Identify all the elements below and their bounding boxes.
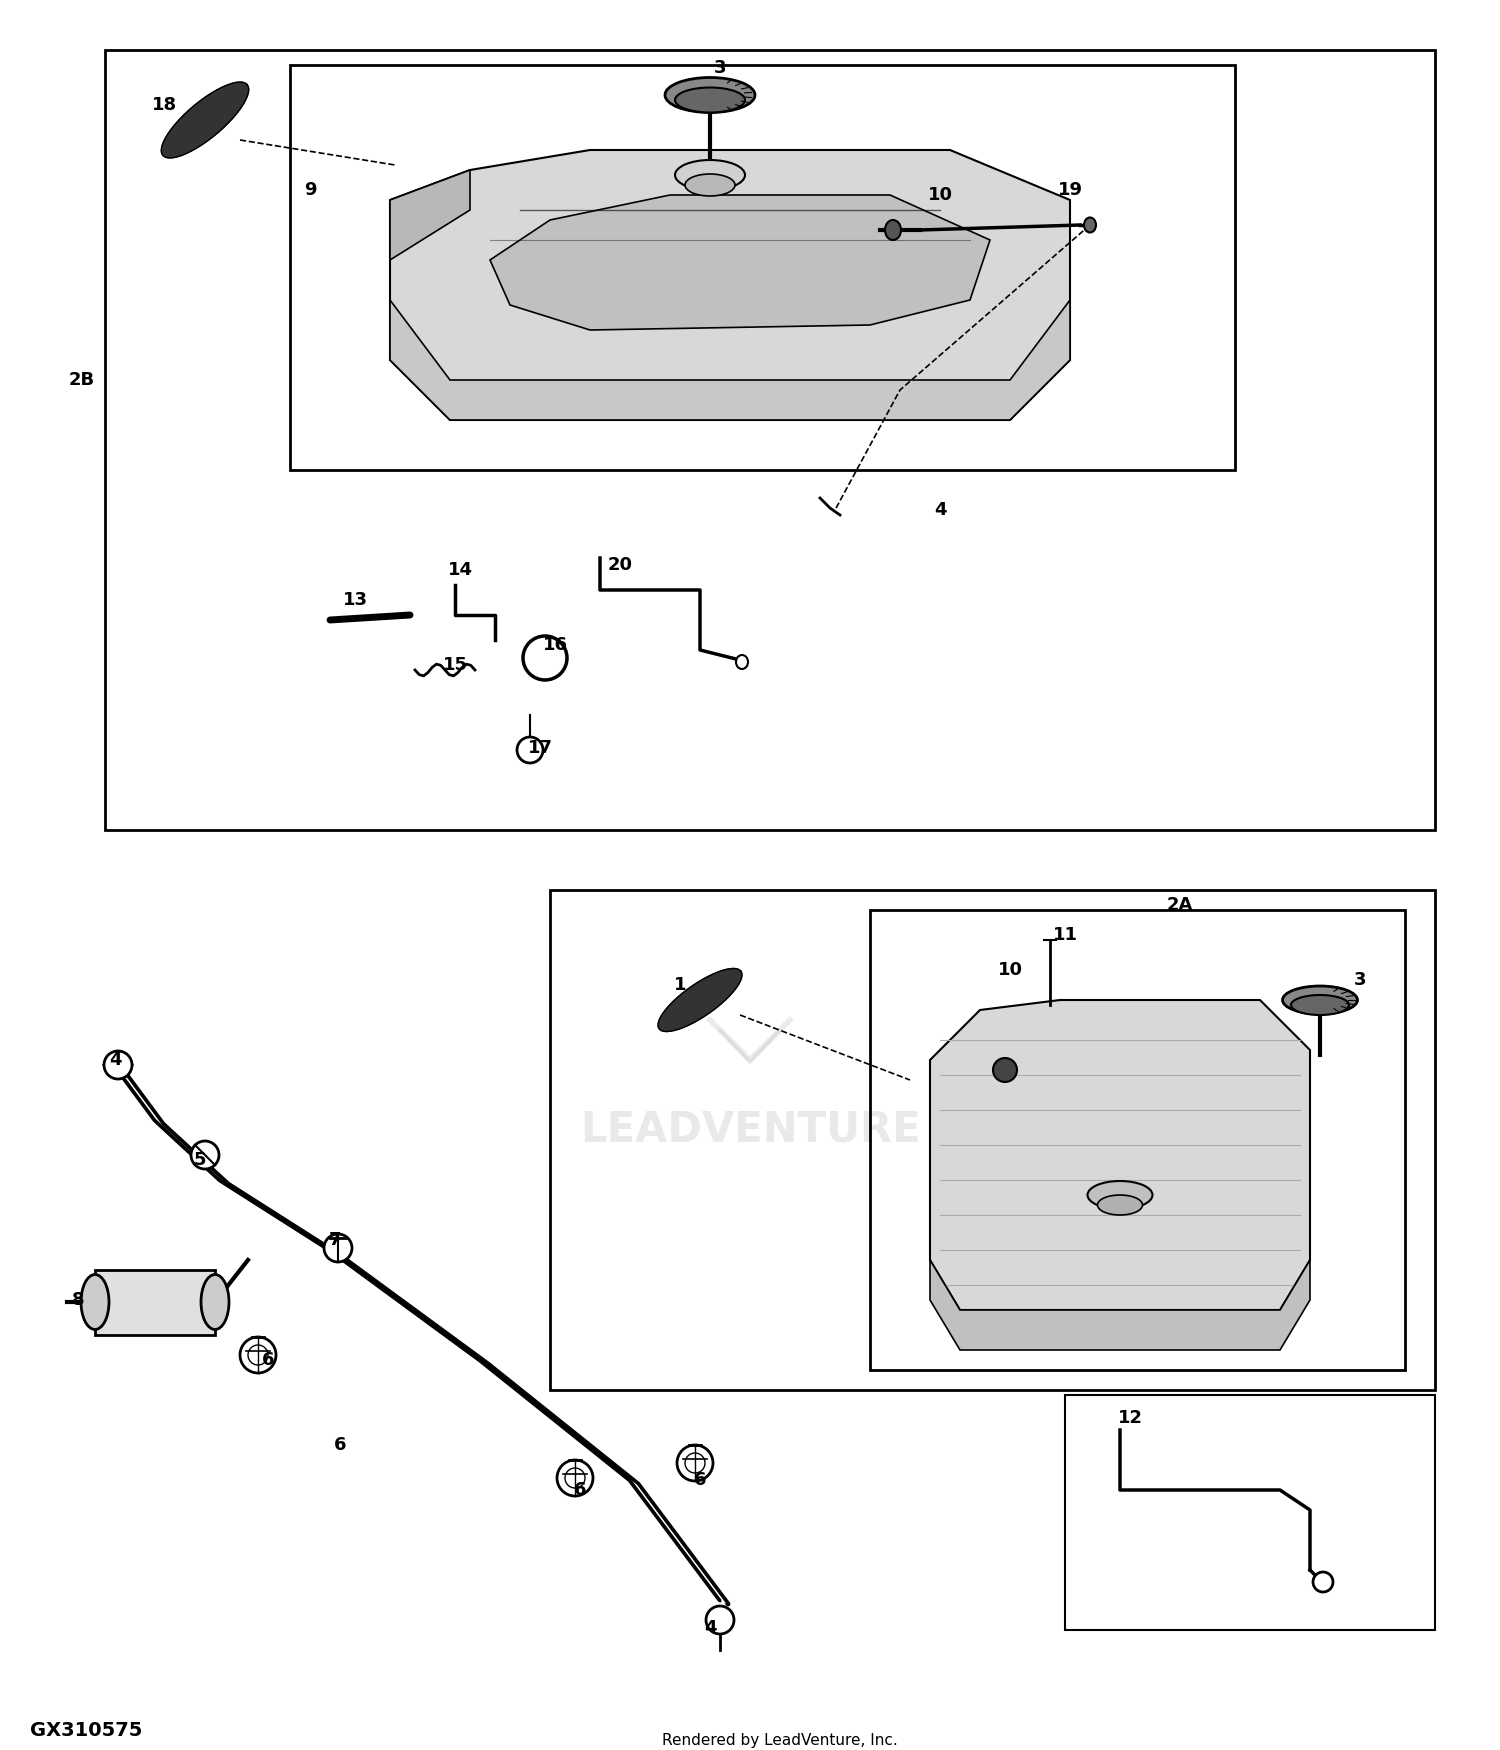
Polygon shape: [154, 1120, 228, 1185]
Circle shape: [993, 1059, 1017, 1082]
Circle shape: [524, 635, 567, 681]
Polygon shape: [930, 1260, 1310, 1349]
Polygon shape: [162, 82, 249, 158]
Text: 4: 4: [933, 500, 946, 520]
Ellipse shape: [1098, 1195, 1143, 1214]
Text: 6: 6: [573, 1480, 586, 1500]
Ellipse shape: [1088, 1181, 1152, 1209]
Text: 18: 18: [153, 96, 177, 114]
Text: 20: 20: [608, 556, 633, 574]
Circle shape: [556, 1460, 592, 1496]
Ellipse shape: [675, 159, 746, 191]
Text: 2A: 2A: [1167, 896, 1192, 914]
Polygon shape: [930, 999, 1310, 1311]
Text: 5: 5: [194, 1152, 206, 1169]
Text: 2B: 2B: [69, 371, 94, 388]
Bar: [870, 910, 1406, 1370]
Ellipse shape: [201, 1274, 229, 1330]
Text: Rendered by LeadVenture, Inc.: Rendered by LeadVenture, Inc.: [662, 1732, 898, 1748]
Ellipse shape: [1084, 217, 1096, 233]
Circle shape: [518, 737, 543, 763]
Text: 10: 10: [998, 961, 1023, 978]
Text: 1: 1: [674, 977, 686, 994]
Text: 6: 6: [693, 1472, 706, 1489]
Text: 9: 9: [303, 180, 316, 200]
Ellipse shape: [81, 1274, 110, 1330]
Ellipse shape: [686, 173, 735, 196]
Text: 17: 17: [528, 738, 552, 758]
Text: 3: 3: [714, 60, 726, 77]
Text: 8: 8: [72, 1292, 84, 1309]
Ellipse shape: [675, 88, 746, 112]
Ellipse shape: [885, 220, 902, 240]
Ellipse shape: [664, 77, 754, 112]
Text: 15: 15: [442, 656, 468, 674]
Ellipse shape: [736, 654, 748, 668]
Text: 14: 14: [447, 562, 472, 579]
Circle shape: [248, 1346, 268, 1365]
Text: 19: 19: [1058, 180, 1083, 200]
Circle shape: [1312, 1572, 1334, 1592]
Polygon shape: [630, 1480, 728, 1605]
Circle shape: [676, 1446, 712, 1480]
Polygon shape: [330, 1250, 488, 1363]
Bar: [105, 51, 1436, 829]
Bar: [290, 65, 1234, 471]
Text: 4: 4: [108, 1052, 122, 1069]
Ellipse shape: [1282, 985, 1358, 1013]
Text: 12: 12: [1118, 1409, 1143, 1426]
Bar: [1065, 1395, 1436, 1629]
Polygon shape: [658, 968, 742, 1031]
Circle shape: [706, 1606, 734, 1634]
Polygon shape: [490, 194, 990, 331]
Circle shape: [190, 1141, 219, 1169]
Polygon shape: [390, 299, 1070, 420]
Circle shape: [104, 1052, 132, 1080]
Bar: [550, 891, 1436, 1390]
Text: 7: 7: [328, 1230, 340, 1250]
Polygon shape: [390, 170, 470, 261]
Text: 6: 6: [261, 1351, 274, 1368]
Text: 3: 3: [1353, 971, 1366, 989]
Text: 10: 10: [927, 186, 952, 205]
Circle shape: [566, 1468, 585, 1488]
Bar: [94, 1270, 214, 1335]
Polygon shape: [480, 1360, 638, 1484]
Ellipse shape: [1292, 996, 1348, 1015]
Polygon shape: [220, 1180, 338, 1255]
Polygon shape: [390, 150, 1070, 420]
Text: GX310575: GX310575: [30, 1720, 142, 1740]
Text: 11: 11: [1053, 926, 1077, 943]
Text: 16: 16: [543, 635, 567, 654]
Circle shape: [240, 1337, 276, 1374]
Text: LEADVENTURE: LEADVENTURE: [579, 1110, 921, 1152]
Text: 6: 6: [333, 1437, 346, 1454]
Polygon shape: [118, 1069, 164, 1124]
Circle shape: [686, 1452, 705, 1474]
Text: 4: 4: [704, 1619, 717, 1636]
Text: 13: 13: [342, 592, 368, 609]
Circle shape: [324, 1234, 352, 1262]
